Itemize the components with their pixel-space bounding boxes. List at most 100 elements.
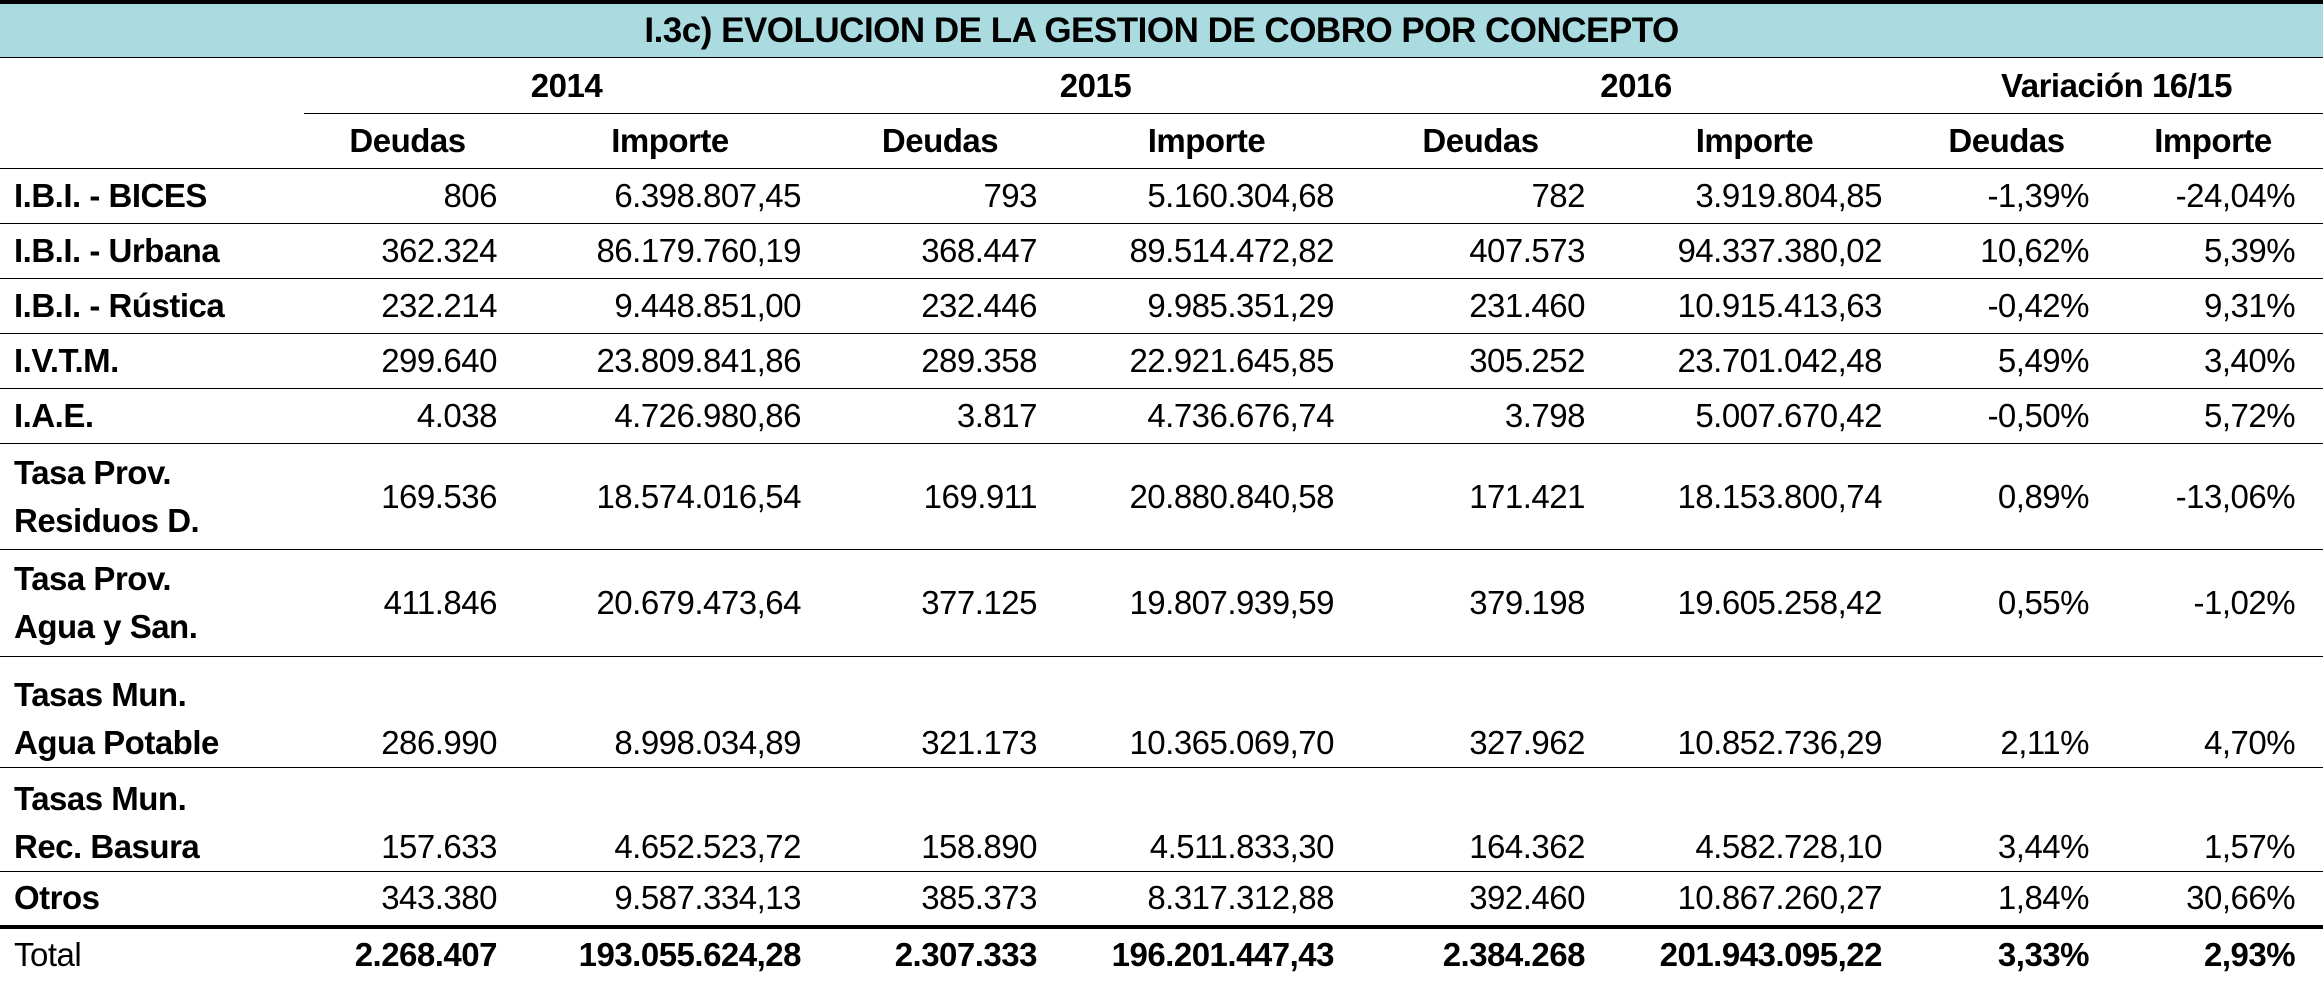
- value-cell: 164.362: [1362, 767, 1599, 872]
- row-label-line: Tasa Prov.: [14, 453, 172, 491]
- year-header: 2016: [1362, 57, 1910, 114]
- value-cell: 4.038: [304, 388, 511, 444]
- column-header: Importe: [1599, 113, 1910, 169]
- data-row: I.B.I. - Urbana 362.324 86.179.760,19 368.4…: [0, 223, 2323, 279]
- column-header: Deudas: [1362, 113, 1599, 169]
- value-cell: 23.701.042,48: [1599, 333, 1910, 389]
- row-label: Tasa Prov. Residuos D.: [0, 443, 304, 550]
- value-cell: 169.536: [304, 443, 511, 550]
- row-label-line: I.B.I. - Urbana: [14, 232, 220, 269]
- data-row: I.B.I. - Rústica 232.214 9.448.851,00 232.4…: [0, 278, 2323, 334]
- value-cell: 0,55%: [1910, 549, 2103, 657]
- value-cell: 10.852.736,29: [1599, 656, 1910, 768]
- value-cell: 86.179.760,19: [511, 223, 829, 279]
- row-label-line: Tasa Prov.: [14, 560, 172, 597]
- value-cell: 9.448.851,00: [511, 278, 829, 334]
- year-header: 2014: [304, 57, 829, 114]
- value-cell: 305.252: [1362, 333, 1599, 389]
- row-label: I.B.I. - Rústica: [0, 278, 304, 334]
- value-cell: 362.324: [304, 223, 511, 279]
- row-label: I.B.I. - BICES: [0, 168, 304, 224]
- value-cell: 5,39%: [2103, 223, 2323, 279]
- value-cell: -0,50%: [1910, 388, 2103, 444]
- value-cell: 368.447: [829, 223, 1051, 279]
- value-cell: 4,70%: [2103, 656, 2323, 768]
- data-row: Tasas Mun. Rec. Basura 157.633 4.652.523,72…: [0, 767, 2323, 872]
- row-label-line: I.B.I. - Rústica: [14, 287, 225, 324]
- title-row: I.3c) EVOLUCION DE LA GESTION DE COBRO P…: [0, 0, 2323, 58]
- value-cell: 231.460: [1362, 278, 1599, 334]
- total-value: 2.268.407: [354, 936, 498, 973]
- row-label: Tasas Mun. Rec. Basura: [0, 767, 304, 872]
- data-row: I.V.T.M. 299.640 23.809.841,86 289.358 22.92…: [0, 333, 2323, 389]
- row-label-line: Agua Potable: [14, 724, 219, 761]
- column-header: Importe: [1051, 113, 1362, 169]
- value-cell: 343.380: [304, 871, 511, 929]
- value-cell: 2,11%: [1910, 656, 2103, 768]
- column-header: Deudas: [304, 113, 511, 169]
- total-value: 2.307.333: [894, 936, 1038, 973]
- value-cell: -0,42%: [1910, 278, 2103, 334]
- total-label: Total: [14, 936, 82, 973]
- row-label-line: I.A.E.: [14, 397, 94, 434]
- value-cell: 30,66%: [2103, 871, 2323, 929]
- row-label: Otros: [0, 871, 304, 929]
- total-value: 201.943.095,22: [1659, 936, 1883, 973]
- year-header: Variación 16/15: [1910, 57, 2323, 114]
- value-cell: 10.365.069,70: [1051, 656, 1362, 768]
- row-label: I.A.E.: [0, 388, 304, 444]
- value-cell: 5,72%: [2103, 388, 2323, 444]
- row-label: Tasas Mun. Agua Potable: [0, 656, 304, 768]
- empty-cell: [0, 58, 304, 114]
- value-cell: 5.007.670,42: [1599, 388, 1910, 444]
- value-cell: 3.817: [829, 388, 1051, 444]
- data-row: Otros 343.380 9.587.334,13 385.373 8.317.312…: [0, 871, 2323, 929]
- total-value: 3,33%: [1997, 936, 2090, 973]
- row-label-line: Tasas Mun.: [14, 676, 187, 713]
- value-cell: 157.633: [304, 767, 511, 872]
- value-cell: 379.198: [1362, 549, 1599, 657]
- value-cell: -24,04%: [2103, 168, 2323, 224]
- value-cell: 5.160.304,68: [1051, 168, 1362, 224]
- value-cell: 19.807.939,59: [1051, 549, 1362, 657]
- value-cell: 232.446: [829, 278, 1051, 334]
- value-cell: 18.153.800,74: [1599, 443, 1910, 550]
- value-cell: -13,06%: [2103, 443, 2323, 550]
- total-value: 196.201.447,43: [1111, 936, 1335, 973]
- value-cell: 9.587.334,13: [511, 871, 829, 929]
- row-label-line: Agua y San.: [14, 608, 198, 645]
- value-cell: 3.919.804,85: [1599, 168, 1910, 224]
- value-cell: 4.726.980,86: [511, 388, 829, 444]
- value-cell: 169.911: [829, 443, 1051, 550]
- data-row: I.A.E. 4.038 4.726.980,86 3.817 4.736.676,74…: [0, 388, 2323, 444]
- table-title: I.3c) EVOLUCION DE LA GESTION DE COBRO P…: [0, 0, 2323, 58]
- value-cell: 10.867.260,27: [1599, 871, 1910, 929]
- value-cell: 327.962: [1362, 656, 1599, 768]
- value-cell: 3.798: [1362, 388, 1599, 444]
- year-row: 2014 2015 2016 Variación 16/15: [0, 57, 2323, 114]
- value-cell: -1,02%: [2103, 549, 2323, 657]
- value-cell: 19.605.258,42: [1599, 549, 1910, 657]
- row-label-line: Rec. Basura: [14, 828, 200, 865]
- value-cell: 171.421: [1362, 443, 1599, 550]
- row-label-line: I.B.I. - BICES: [14, 177, 207, 214]
- column-header: Importe: [2103, 113, 2323, 169]
- value-cell: 4.736.676,74: [1051, 388, 1362, 444]
- value-cell: 8.317.312,88: [1051, 871, 1362, 929]
- value-cell: 4.652.523,72: [511, 767, 829, 872]
- value-cell: 385.373: [829, 871, 1051, 929]
- value-cell: 94.337.380,02: [1599, 223, 1910, 279]
- value-cell: 8.998.034,89: [511, 656, 829, 768]
- value-cell: 89.514.472,82: [1051, 223, 1362, 279]
- value-cell: 10,62%: [1910, 223, 2103, 279]
- value-cell: 4.582.728,10: [1599, 767, 1910, 872]
- value-cell: 20.880.840,58: [1051, 443, 1362, 550]
- row-label: Tasa Prov. Agua y San.: [0, 549, 304, 657]
- column-header: Deudas: [1910, 113, 2103, 169]
- value-cell: 6.398.807,45: [511, 168, 829, 224]
- value-cell: 392.460: [1362, 871, 1599, 929]
- total-value: 2.384.268: [1442, 936, 1586, 973]
- row-label: I.B.I. - Urbana: [0, 223, 304, 279]
- total-row: Total 2.268.407 193.055.624,28 2.307.333 196…: [0, 927, 2323, 982]
